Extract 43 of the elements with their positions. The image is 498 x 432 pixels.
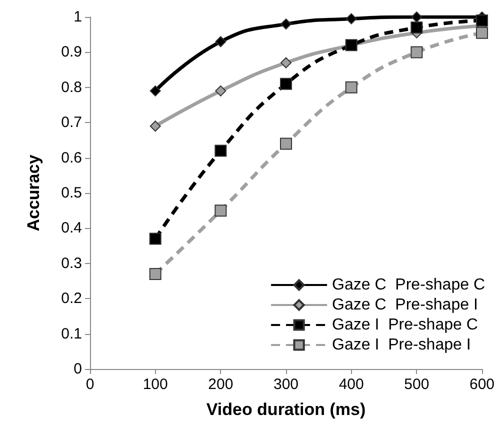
x-axis-title: Video duration (ms) xyxy=(206,400,366,419)
legend-label: Gaze C Pre-shape C xyxy=(332,276,485,294)
point xyxy=(280,18,292,30)
y-tick-label: 0.6 xyxy=(61,149,82,166)
y-tick-label: 1 xyxy=(74,8,82,26)
x-tick-label: 300 xyxy=(273,376,299,393)
point xyxy=(280,138,292,150)
point xyxy=(214,144,227,157)
point xyxy=(346,13,357,24)
legend-label: Gaze I Pre-shape C xyxy=(332,316,478,334)
y-tick-label: 0.9 xyxy=(61,44,82,61)
point xyxy=(411,12,422,22)
y-tick-label: 0.8 xyxy=(61,78,82,96)
y-axis-title: Accuracy xyxy=(24,154,43,232)
y-tick-label: 0.5 xyxy=(61,184,82,202)
point xyxy=(149,232,162,245)
legend-label: Gaze I Pre-shape I xyxy=(332,336,471,354)
x-tick-label: 600 xyxy=(469,376,495,393)
x-tick-label: 200 xyxy=(208,376,234,393)
x-tick-label: 400 xyxy=(338,376,364,393)
point xyxy=(214,204,227,217)
point xyxy=(149,268,162,280)
y-tick-label: 0.2 xyxy=(61,290,82,308)
point xyxy=(345,81,358,94)
point xyxy=(280,57,292,68)
legend-label: Gaze C Pre-shape I xyxy=(332,296,478,314)
point xyxy=(150,85,161,96)
y-tick-label: 0.3 xyxy=(61,254,82,272)
x-tick-label: 0 xyxy=(86,376,94,393)
point xyxy=(476,26,488,39)
point xyxy=(150,120,161,132)
y-tick-label: 0 xyxy=(74,360,82,378)
point xyxy=(476,14,488,27)
point xyxy=(410,46,423,58)
point xyxy=(410,22,423,34)
x-tick-label: 500 xyxy=(404,376,430,393)
y-tick-label: 0.1 xyxy=(61,325,82,342)
point xyxy=(215,85,226,96)
x-tick-label: 100 xyxy=(142,376,168,393)
y-tick-label: 0.7 xyxy=(61,114,82,132)
y-tick-label: 0.4 xyxy=(61,220,82,237)
point xyxy=(215,36,226,48)
point xyxy=(280,78,292,90)
